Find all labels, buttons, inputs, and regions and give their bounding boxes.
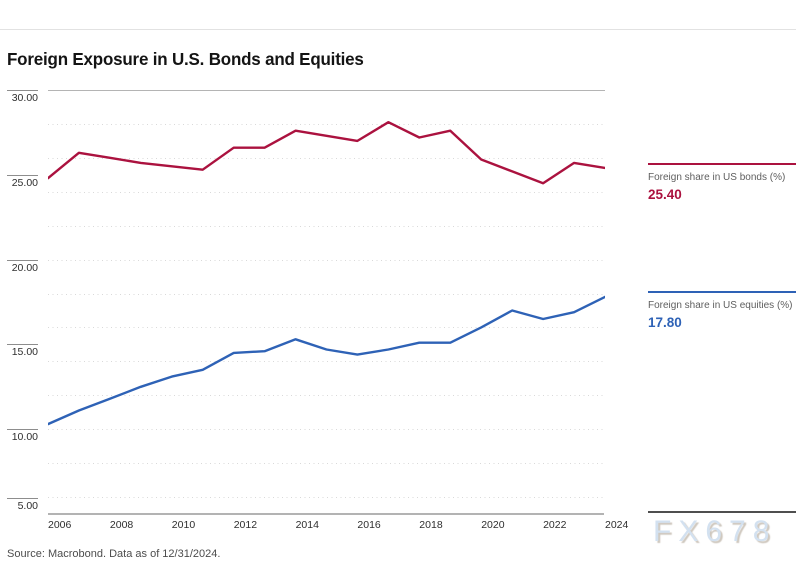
bonds-legend: Foreign share in US bonds (%) 25.40	[648, 163, 796, 202]
gridline	[48, 259, 605, 261]
gridline	[48, 157, 605, 159]
equities-legend-label: Foreign share in US equities (%)	[648, 300, 793, 311]
y-axis-tick	[7, 429, 38, 431]
gridline	[48, 293, 605, 295]
x-axis-tick-label: 2012	[233, 519, 258, 531]
y-axis-tick-label: 5.00	[17, 499, 38, 512]
source-note: Source: Macrobond. Data as of 12/31/2024…	[7, 548, 221, 560]
plot-top-border	[48, 90, 605, 91]
gridline	[48, 429, 605, 431]
y-axis-tick-label: 25.00	[11, 176, 38, 189]
top-divider	[0, 29, 796, 30]
y-axis-tick	[7, 90, 38, 91]
gridline	[48, 361, 605, 363]
bonds-legend-line	[648, 163, 796, 165]
x-axis-tick-label: 2016	[357, 519, 381, 531]
y-axis-tick	[7, 497, 38, 499]
equities-line-series	[48, 295, 605, 426]
x-axis-tick-label: 2018	[419, 519, 443, 531]
gridline	[48, 225, 605, 227]
x-axis-tick-label: 2020	[481, 519, 505, 531]
y-axis-tick	[7, 259, 38, 261]
watermark-logo: FX678	[653, 515, 777, 548]
gridline	[48, 191, 605, 193]
watermark-divider	[648, 511, 796, 513]
chart-title: Foreign Exposure in U.S. Bonds and Equit…	[7, 49, 364, 69]
equities-legend-value: 17.80	[648, 314, 682, 330]
equities-legend-line	[648, 291, 796, 293]
bonds-legend-value: 25.40	[648, 186, 682, 202]
x-axis-tick-label: 2008	[109, 519, 134, 531]
bonds-legend-label: Foreign share in US bonds (%)	[648, 172, 786, 183]
y-axis-tick-label: 20.00	[11, 261, 38, 274]
x-axis-tick-label: 2024	[605, 519, 629, 531]
x-axis-tick-label: 2006	[48, 519, 72, 531]
gridline	[48, 395, 605, 397]
gridline	[48, 327, 605, 329]
y-axis-tick-label: 30.00	[11, 92, 38, 104]
gridline	[48, 463, 605, 465]
x-axis-tick-label: 2014	[295, 519, 319, 531]
y-axis-tick	[7, 344, 38, 346]
x-axis-tick-label: 2022	[543, 519, 567, 531]
equities-legend: Foreign share in US equities (%) 17.80	[648, 291, 796, 330]
y-axis-tick	[7, 174, 38, 176]
gridline	[48, 123, 605, 125]
x-axis-line	[48, 513, 604, 515]
y-axis-tick-label: 15.00	[11, 346, 38, 359]
y-axis-tick-label: 10.00	[11, 431, 38, 444]
bonds-line-series	[48, 121, 605, 185]
series-plot	[48, 121, 605, 426]
gridline	[48, 497, 605, 498]
x-axis-tick-label: 2010	[171, 519, 196, 531]
